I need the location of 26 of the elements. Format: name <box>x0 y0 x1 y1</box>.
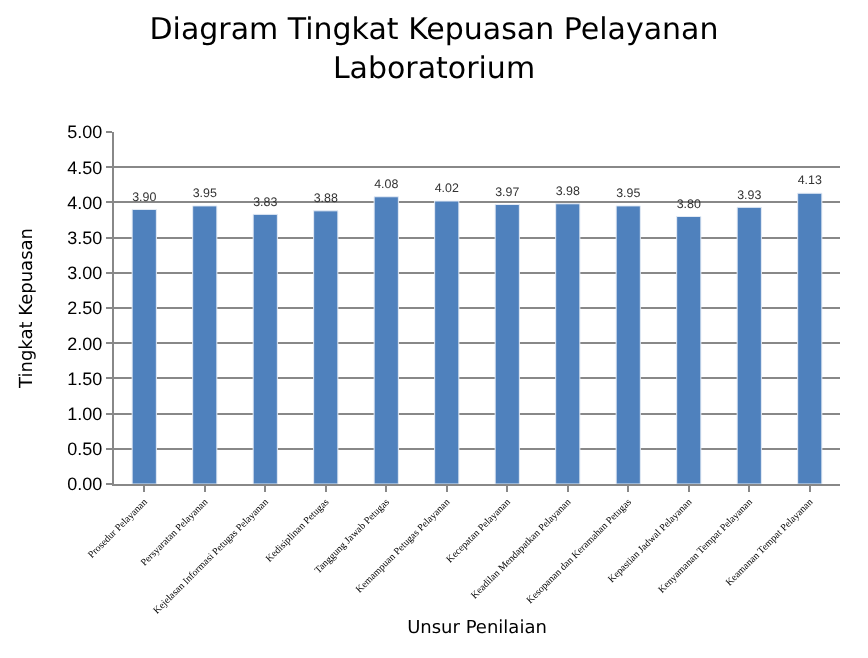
bar <box>797 192 823 484</box>
y-tick-label: 0.00 <box>67 474 103 495</box>
chart-title: Diagram Tingkat Kepuasan Pelayanan Laboratorium <box>149 11 719 87</box>
bar <box>494 204 520 484</box>
y-tick-label: 2.50 <box>67 298 103 319</box>
y-tick-label: 3.50 <box>67 227 103 248</box>
y-tick-label: 5.00 <box>67 122 103 143</box>
y-tick-label: 4.50 <box>67 157 103 178</box>
y-tick-label: 1.00 <box>67 403 103 424</box>
bar <box>434 200 460 484</box>
bar <box>555 203 581 484</box>
bar <box>676 215 702 484</box>
bar <box>373 196 399 484</box>
y-tick-label: 3.00 <box>67 263 103 284</box>
x-axis-title: Unsur Penilaian <box>407 618 547 639</box>
y-tick-label: 4.00 <box>67 192 103 213</box>
bar <box>192 205 218 484</box>
y-tick-label: 0.50 <box>67 439 103 460</box>
bar <box>313 210 339 484</box>
y-tick-label: 2.00 <box>67 333 103 354</box>
bar <box>131 208 157 484</box>
bar <box>615 205 641 484</box>
y-axis-title: Tingkat Kepuasan <box>18 228 39 390</box>
bar <box>736 206 762 484</box>
bar <box>252 213 278 484</box>
y-tick-label: 1.50 <box>67 368 103 389</box>
